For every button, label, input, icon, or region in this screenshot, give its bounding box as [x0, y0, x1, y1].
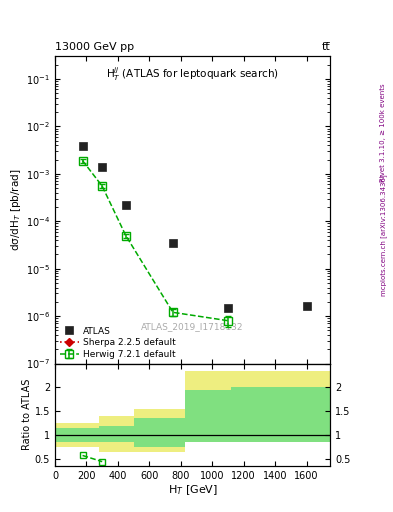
Line: ATLAS: ATLAS	[79, 142, 310, 312]
Text: ATLAS_2019_I1718132: ATLAS_2019_I1718132	[141, 322, 244, 331]
ATLAS	[100, 164, 105, 170]
ATLAS	[80, 143, 85, 150]
Text: 13000 GeV pp: 13000 GeV pp	[55, 41, 134, 52]
ATLAS	[171, 240, 175, 246]
X-axis label: H$_T$ [GeV]: H$_T$ [GeV]	[167, 483, 218, 497]
Text: tt̅: tt̅	[321, 41, 330, 52]
Text: Rivet 3.1.10, ≥ 100k events: Rivet 3.1.10, ≥ 100k events	[380, 84, 386, 182]
Y-axis label: Ratio to ATLAS: Ratio to ATLAS	[22, 379, 32, 451]
ATLAS	[226, 305, 230, 311]
ATLAS	[123, 202, 128, 208]
ATLAS	[304, 303, 309, 309]
Y-axis label: dσ/dH$_T$ [pb/rad]: dσ/dH$_T$ [pb/rad]	[9, 169, 23, 251]
Legend: ATLAS, Sherpa 2.2.5 default, Herwig 7.2.1 default: ATLAS, Sherpa 2.2.5 default, Herwig 7.2.…	[59, 327, 176, 359]
Text: H$_T^{jj}$ (ATLAS for leptoquark search): H$_T^{jj}$ (ATLAS for leptoquark search)	[106, 66, 279, 83]
Text: mcplots.cern.ch [arXiv:1306.3436]: mcplots.cern.ch [arXiv:1306.3436]	[380, 175, 387, 296]
